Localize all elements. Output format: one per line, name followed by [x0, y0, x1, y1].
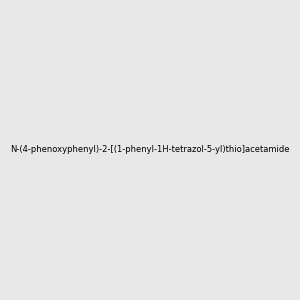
Text: N-(4-phenoxyphenyl)-2-[(1-phenyl-1H-tetrazol-5-yl)thio]acetamide: N-(4-phenoxyphenyl)-2-[(1-phenyl-1H-tetr… — [10, 146, 290, 154]
